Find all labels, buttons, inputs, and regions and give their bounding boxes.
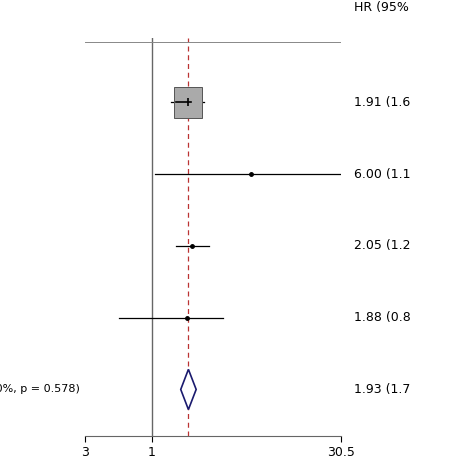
Text: 6.00 (1.1: 6.00 (1.1 <box>354 168 410 181</box>
Bar <box>174 87 201 118</box>
Polygon shape <box>181 369 196 410</box>
Text: HR (95%: HR (95% <box>354 1 409 14</box>
Text: 0.0%, p = 0.578): 0.0%, p = 0.578) <box>0 384 80 394</box>
Text: 1.88 (0.8: 1.88 (0.8 <box>354 311 411 324</box>
Text: 1.91 (1.6: 1.91 (1.6 <box>354 96 410 109</box>
Text: 1.93 (1.7: 1.93 (1.7 <box>354 383 410 396</box>
Text: 2.05 (1.2: 2.05 (1.2 <box>354 239 410 253</box>
